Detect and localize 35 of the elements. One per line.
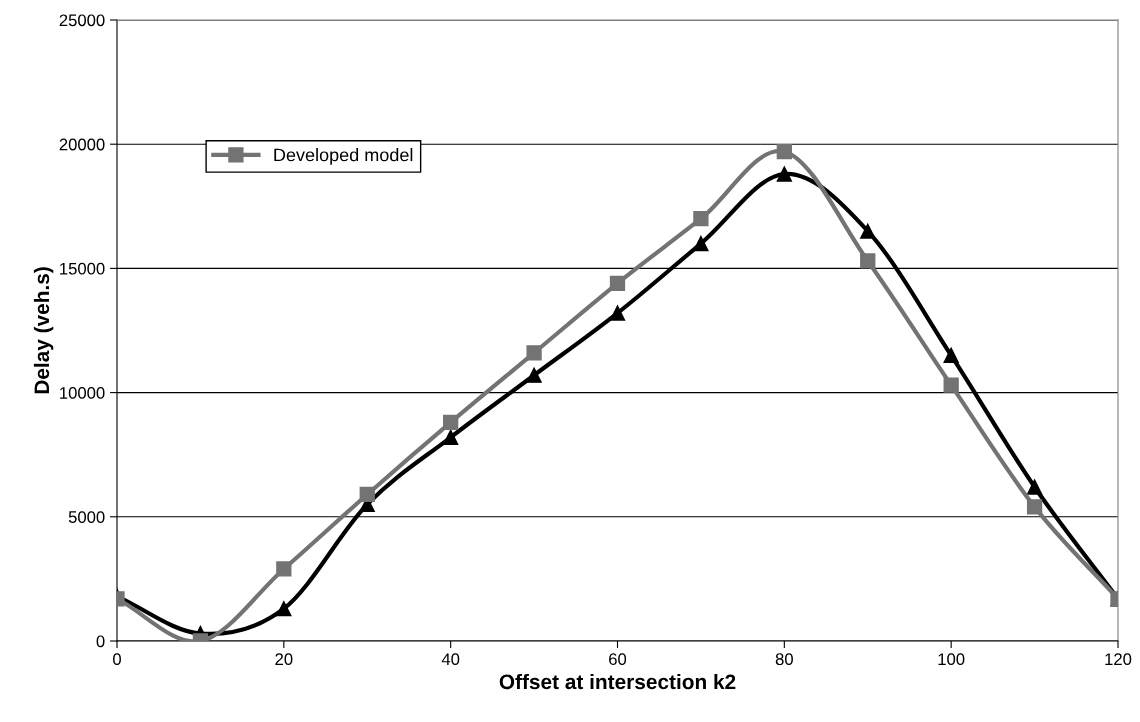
x-tick-label: 100 xyxy=(938,653,965,666)
point xyxy=(1026,499,1043,515)
point xyxy=(776,144,792,160)
y-tick-label: 20000 xyxy=(59,138,105,151)
point xyxy=(860,253,876,269)
x-tick-label: 0 xyxy=(113,653,121,666)
y-tick-label: 15000 xyxy=(60,262,105,275)
legend-label: Developed model xyxy=(274,148,413,165)
x-tick-label: 120 xyxy=(1105,653,1132,666)
point xyxy=(609,275,626,291)
point xyxy=(443,414,459,431)
point xyxy=(943,377,959,393)
y-tick-label: 5000 xyxy=(68,511,105,523)
x-tick-label: 60 xyxy=(609,653,627,666)
point xyxy=(860,223,876,239)
point xyxy=(693,235,709,252)
point xyxy=(943,347,959,363)
x-tick-label: 80 xyxy=(775,653,793,666)
x-tick-label: 40 xyxy=(441,653,460,666)
point xyxy=(359,486,375,503)
point xyxy=(693,211,709,227)
point xyxy=(526,367,542,383)
y-tick-label: 0 xyxy=(96,635,105,648)
point xyxy=(1026,479,1043,495)
point xyxy=(609,305,626,321)
point xyxy=(443,429,459,445)
point xyxy=(276,561,292,577)
point xyxy=(526,345,542,361)
y-tick-label: 25000 xyxy=(59,14,105,27)
point xyxy=(776,166,792,182)
y-tick-label: 10000 xyxy=(60,387,105,399)
y-axis-title: Delay (veh.s) xyxy=(33,267,54,394)
x-axis-title: Offset at intersection k2 xyxy=(499,673,736,690)
point xyxy=(276,601,292,617)
x-tick-label: 20 xyxy=(275,653,293,666)
